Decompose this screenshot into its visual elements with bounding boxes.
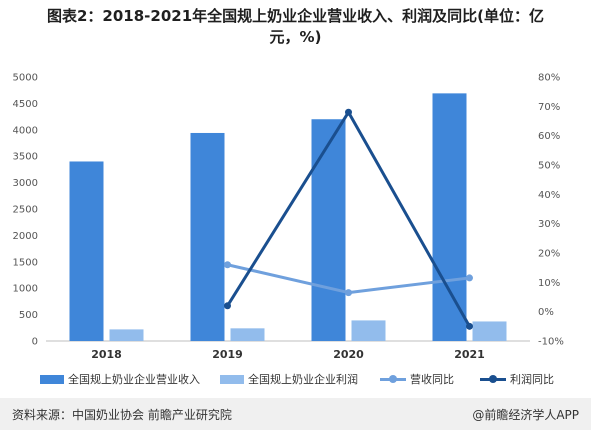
y2-tick-label: 20% bbox=[538, 249, 560, 260]
y-tick-label: 1000 bbox=[13, 284, 38, 295]
chart-title: 图表2：2018-2021年全国规上奶业企业营业收入、利润及同比(单位：亿 元，… bbox=[0, 6, 591, 48]
revenue-yoy-point bbox=[345, 289, 352, 297]
legend-label-revenue-yoy: 营收同比 bbox=[410, 373, 454, 386]
x-axis: 2018 2019 2020 2021 bbox=[91, 348, 485, 361]
legend-swatch-profit-yoy bbox=[480, 374, 506, 384]
profit-bar bbox=[230, 328, 265, 341]
y-tick-label: 5000 bbox=[13, 73, 38, 84]
legend-label-profit: 全国规上奶业企业利润 bbox=[248, 373, 358, 386]
left-axis: 0 500 1000 1500 2000 2500 3000 3500 4000 4500 5000 bbox=[13, 73, 38, 348]
brand-credit: @前瞻经济学人APP bbox=[472, 408, 579, 422]
y-tick-label: 2000 bbox=[13, 231, 38, 242]
y2-tick-label: 0% bbox=[538, 307, 554, 318]
y-tick-label: 4500 bbox=[13, 99, 38, 110]
x-tick-label: 2019 bbox=[212, 348, 243, 361]
y-tick-label: 3000 bbox=[13, 178, 38, 189]
y-tick-label: 1500 bbox=[13, 257, 38, 268]
revenue-bar bbox=[190, 132, 225, 341]
x-tick-label: 2021 bbox=[454, 348, 485, 361]
revenue-yoy-point bbox=[224, 261, 231, 269]
y2-tick-label: -10% bbox=[538, 337, 564, 348]
revenue-bar bbox=[69, 161, 104, 341]
legend-swatch-revenue-yoy bbox=[380, 374, 406, 384]
legend-label-revenue: 全国规上奶业企业营业收入 bbox=[68, 373, 200, 386]
legend: 全国规上奶业企业营业收入 全国规上奶业企业利润 营收同比 利润同比 bbox=[40, 371, 580, 387]
lines bbox=[224, 108, 473, 330]
y2-tick-label: 60% bbox=[538, 131, 560, 142]
y2-tick-label: 40% bbox=[538, 190, 560, 201]
x-tick-label: 2020 bbox=[333, 348, 364, 361]
y2-tick-label: 10% bbox=[538, 278, 560, 289]
profit-bar bbox=[351, 320, 386, 341]
y2-tick-label: 30% bbox=[538, 219, 560, 230]
y2-tick-label: 80% bbox=[538, 73, 560, 84]
legend-item-profit-yoy: 利润同比 bbox=[480, 371, 554, 387]
y-tick-label: 500 bbox=[19, 310, 38, 321]
revenue-yoy-point bbox=[466, 274, 473, 282]
legend-item-profit: 全国规上奶业企业利润 bbox=[220, 371, 358, 387]
y2-tick-label: 50% bbox=[538, 161, 560, 172]
profit-yoy-point bbox=[224, 302, 231, 310]
revenue-bar bbox=[432, 93, 467, 341]
legend-swatch-revenue bbox=[40, 374, 64, 384]
legend-label-profit-yoy: 利润同比 bbox=[510, 373, 554, 386]
y-tick-label: 3500 bbox=[13, 152, 38, 163]
chart-title-line-1: 图表2：2018-2021年全国规上奶业企业营业收入、利润及同比(单位：亿 bbox=[46, 7, 545, 25]
y2-tick-label: 70% bbox=[538, 102, 560, 113]
y-tick-label: 0 bbox=[32, 337, 38, 348]
y-tick-label: 4000 bbox=[13, 125, 38, 136]
footer: 资料来源：中国奶业协会 前瞻产业研究院 @前瞻经济学人APP bbox=[0, 398, 591, 430]
legend-item-revenue: 全国规上奶业企业营业收入 bbox=[40, 371, 200, 387]
bars bbox=[69, 93, 507, 342]
x-tick-label: 2018 bbox=[91, 348, 122, 361]
source-note: 资料来源：中国奶业协会 前瞻产业研究院 bbox=[12, 408, 232, 422]
y-tick-label: 2500 bbox=[13, 205, 38, 216]
profit-yoy-point bbox=[345, 108, 352, 116]
legend-swatch-profit bbox=[220, 374, 244, 384]
profit-bar bbox=[109, 329, 144, 341]
profit-yoy-point bbox=[466, 322, 473, 330]
profit-bar bbox=[472, 321, 507, 341]
legend-item-revenue-yoy: 营收同比 bbox=[380, 371, 454, 387]
revenue-bar bbox=[311, 119, 346, 342]
combo-chart: 0 500 1000 1500 2000 2500 3000 3500 4000 4500 5000… bbox=[13, 73, 564, 362]
right-axis: -10% 0% 10% 20% 30% 40% 50% 60% 70% 80% bbox=[538, 73, 564, 348]
chart-title-line-2: 元，%) bbox=[269, 28, 322, 46]
